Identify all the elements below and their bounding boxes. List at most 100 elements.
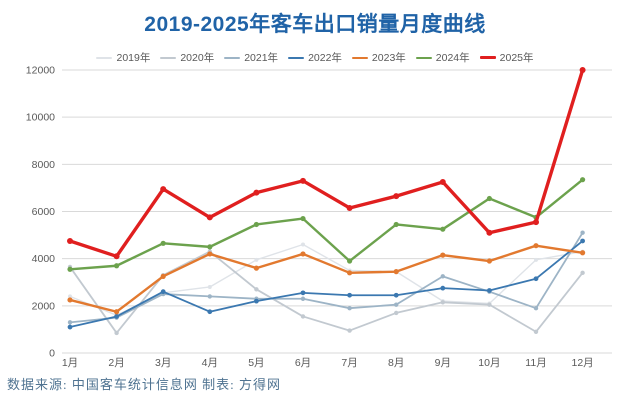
y-axis-tick-4000: 4000 [32,253,56,265]
y-axis-tick-0: 0 [49,348,55,360]
y-axis-tick-6000: 6000 [32,206,56,218]
data-point-2021-m7 [347,305,352,311]
data-point-2019-m1 [68,294,72,299]
legend-item-2019: 2019年 [96,50,150,65]
legend-label: 2024年 [435,52,470,64]
data-point-2025-m4 [206,214,213,221]
legend-line-swatch [224,56,241,59]
y-axis-tick-10000: 10000 [26,112,55,124]
data-point-2025-m9 [439,179,446,186]
legend-label: 2019年 [116,52,151,64]
data-point-2024-m12 [580,177,586,183]
data-point-2022-m1 [67,324,73,330]
data-point-2022-m8 [393,292,399,298]
data-point-2019-m11 [534,257,538,262]
x-axis-tick-3: 3月 [155,357,171,369]
legend-line-swatch [351,56,368,59]
data-point-2020-m8 [394,310,399,316]
x-axis-tick-6: 6月 [295,357,311,369]
legend-label: 2020年 [180,52,215,64]
y-axis-tick-2000: 2000 [32,300,56,312]
x-axis-tick-1: 1月 [62,357,78,369]
data-point-2020-m7 [347,328,352,333]
data-point-2023-m12 [580,250,586,256]
data-point-2021-m12 [580,230,585,235]
data-source-note: 数据来源: 中国客车统计信息网 制表: 方得网 [7,377,281,392]
data-point-2020-m6 [300,314,306,319]
data-point-2024-m2 [114,263,120,269]
data-point-2025-m11 [533,219,539,226]
data-point-2024-m4 [207,244,213,250]
x-axis-tick-11: 11月 [525,357,546,369]
data-point-2023-m8 [393,269,399,275]
data-point-2025-m1 [67,237,73,244]
data-point-2022-m9 [440,285,446,291]
data-point-2024-m8 [393,221,399,228]
data-point-2019-m6 [301,242,305,247]
legend-label: 2023年 [371,52,406,64]
series-line-2022 [69,240,584,328]
data-point-2021-m11 [533,305,539,311]
data-point-2021-m1 [67,320,73,325]
data-point-2022-m10 [487,288,492,293]
x-axis-tick-4: 4月 [202,357,218,369]
data-point-2025-m7 [346,204,353,211]
data-point-2020-m5 [254,287,259,292]
x-axis-tick-12: 12月 [572,357,594,369]
series-line-2023 [68,244,584,313]
legend-item-2022: 2022年 [288,50,342,65]
legend-line-swatch [288,56,305,59]
data-point-2019-m5 [254,257,259,262]
data-point-2024-m9 [440,226,446,232]
data-point-2021-m4 [207,294,212,299]
legend-line-swatch [479,56,496,59]
legend-item-2023: 2023年 [351,50,406,65]
data-point-2020-m2 [114,330,119,336]
series-line-2024 [68,178,584,271]
data-point-2025-m2 [113,253,120,260]
data-point-2024-m3 [160,240,166,246]
data-point-2023-m5 [253,265,259,271]
legend-line-swatch [160,56,177,59]
legend-line-swatch [415,56,432,59]
data-point-2020-m12 [580,270,585,276]
data-point-2023-m7 [347,270,353,276]
data-point-2023-m9 [440,252,446,258]
legend-item-2024: 2024年 [415,50,470,65]
x-axis-tick-7: 7月 [341,357,357,369]
data-point-2025-m3 [160,186,167,193]
data-point-2024-m5 [253,221,259,228]
series-line-2020 [69,250,584,334]
data-point-2021-m9 [440,274,445,279]
data-point-2020-m10 [487,302,492,307]
chart-legend: 2019年 2020年 2021年 2022年 2023年 2024年 2025年 [0,50,630,65]
data-point-2025-m5 [253,189,260,196]
data-point-2023-m4 [207,251,213,257]
data-point-2023-m1 [67,297,73,303]
x-axis-tick-5: 5月 [248,357,264,369]
data-point-2024-m1 [67,266,73,272]
data-point-2022-m11 [533,276,539,282]
data-point-2025-m10 [486,229,493,236]
chart-title: 2019-2025年客车出口销量月度曲线 [144,13,486,36]
series-line-2025 [68,68,585,259]
data-point-2023-m10 [486,258,492,264]
legend-item-2021: 2021年 [224,50,278,65]
data-point-2025-m8 [393,193,400,200]
data-point-2022-m5 [254,298,259,304]
legend-label: 2021年 [244,52,279,64]
data-point-2024-m6 [300,215,306,222]
x-axis-tick-10: 10月 [478,357,500,369]
data-point-2021-m8 [394,302,399,307]
legend-line-swatch [96,56,113,59]
data-point-2022-m3 [160,289,166,295]
legend-label: 2022年 [308,52,342,64]
data-point-2023-m3 [160,273,166,279]
x-axis-tick-2: 2月 [108,357,124,369]
data-point-2023-m11 [533,243,539,249]
data-point-2025-m6 [300,177,306,184]
data-point-2021-m6 [300,296,306,301]
data-point-2025-m12 [579,67,586,73]
